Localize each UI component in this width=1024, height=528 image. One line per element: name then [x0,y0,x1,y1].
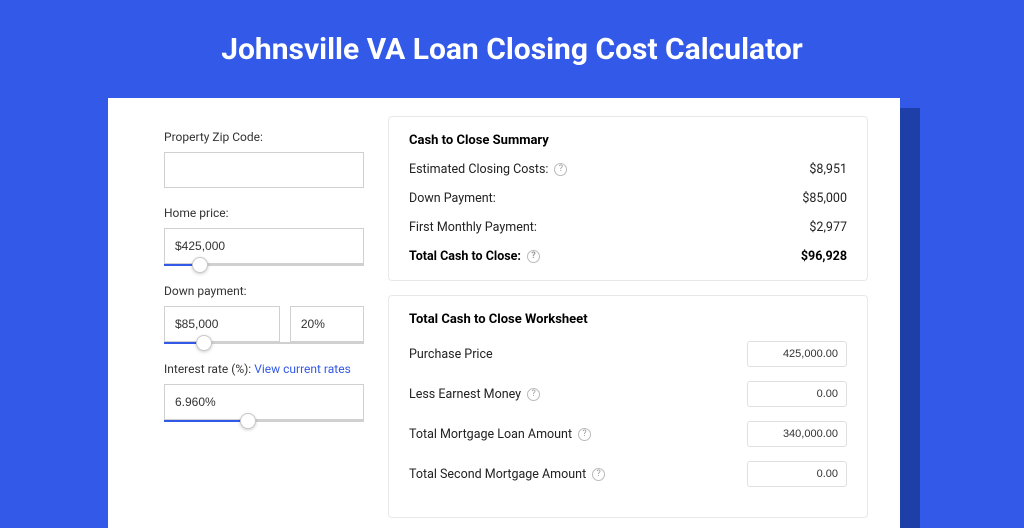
summary-row-label: Down Payment: [409,191,496,206]
worksheet-row-label: Less Earnest Money? [409,387,540,402]
home-price-field-group: Home price: [164,206,364,266]
summary-row: Estimated Closing Costs:? $8,951 [409,162,847,177]
summary-row-label: Estimated Closing Costs:? [409,162,567,177]
down-payment-pct-input[interactable] [290,306,364,342]
worksheet-row-label-text: Less Earnest Money [409,387,521,402]
summary-row-value: $85,000 [802,191,847,206]
interest-slider-fill [164,420,248,422]
worksheet-row-label-text: Total Mortgage Loan Amount [409,427,572,442]
calculator-card: Property Zip Code: Home price: Down paym… [108,98,900,528]
interest-label-text: Interest rate (%): [164,362,254,376]
worksheet-row-label: Purchase Price [409,347,493,362]
worksheet-row-input[interactable] [747,461,847,487]
worksheet-row-label-text: Purchase Price [409,347,493,362]
summary-title: Cash to Close Summary [409,133,847,148]
summary-row-label-text: Total Cash to Close: [409,249,521,264]
worksheet-row: Less Earnest Money? [409,381,847,407]
worksheet-row: Purchase Price [409,341,847,367]
summary-row: First Monthly Payment: $2,977 [409,220,847,235]
help-icon[interactable]: ? [592,468,605,481]
worksheet-title: Total Cash to Close Worksheet [409,312,847,327]
worksheet-row-label: Total Mortgage Loan Amount? [409,427,591,442]
summary-row-value: $2,977 [809,220,847,235]
worksheet-row-input[interactable] [747,341,847,367]
summary-row-label: First Monthly Payment: [409,220,537,235]
interest-slider-thumb[interactable] [240,413,256,429]
worksheet-row-input[interactable] [747,421,847,447]
worksheet-row: Total Mortgage Loan Amount? [409,421,847,447]
summary-row: Down Payment: $85,000 [409,191,847,206]
help-icon[interactable]: ? [527,250,540,263]
interest-input[interactable] [164,384,364,420]
summary-row-label: Total Cash to Close:? [409,249,540,264]
down-payment-field-group: Down payment: [164,284,364,344]
interest-label: Interest rate (%): View current rates [164,362,364,376]
interest-slider[interactable] [164,420,364,422]
inputs-panel: Property Zip Code: Home price: Down paym… [108,98,388,528]
summary-row-label-text: First Monthly Payment: [409,220,537,235]
interest-field-group: Interest rate (%): View current rates [164,362,364,422]
down-payment-label: Down payment: [164,284,364,298]
home-price-slider[interactable] [164,264,364,266]
zip-field-group: Property Zip Code: [164,130,364,188]
summary-row: Total Cash to Close:? $96,928 [409,249,847,264]
home-price-slider-thumb[interactable] [192,257,208,273]
help-icon[interactable]: ? [578,428,591,441]
home-price-label: Home price: [164,206,364,220]
worksheet-row-input[interactable] [747,381,847,407]
zip-input[interactable] [164,152,364,188]
zip-label: Property Zip Code: [164,130,364,144]
worksheet-row-label: Total Second Mortgage Amount? [409,467,605,482]
help-icon[interactable]: ? [527,388,540,401]
help-icon[interactable]: ? [554,163,567,176]
view-rates-link[interactable]: View current rates [254,362,351,376]
worksheet-box: Total Cash to Close Worksheet Purchase P… [388,295,868,518]
down-payment-slider[interactable] [164,342,364,344]
summary-box: Cash to Close Summary Estimated Closing … [388,116,868,281]
worksheet-row-label-text: Total Second Mortgage Amount [409,467,586,482]
worksheet-row: Total Second Mortgage Amount? [409,461,847,487]
results-panel: Cash to Close Summary Estimated Closing … [388,98,900,528]
down-payment-input[interactable] [164,306,280,342]
down-payment-slider-thumb[interactable] [196,335,212,351]
page-title: Johnsville VA Loan Closing Cost Calculat… [0,0,1024,95]
summary-row-label-text: Down Payment: [409,191,496,206]
summary-row-label-text: Estimated Closing Costs: [409,162,548,177]
summary-row-value: $8,951 [809,162,847,177]
summary-row-value: $96,928 [801,249,847,264]
